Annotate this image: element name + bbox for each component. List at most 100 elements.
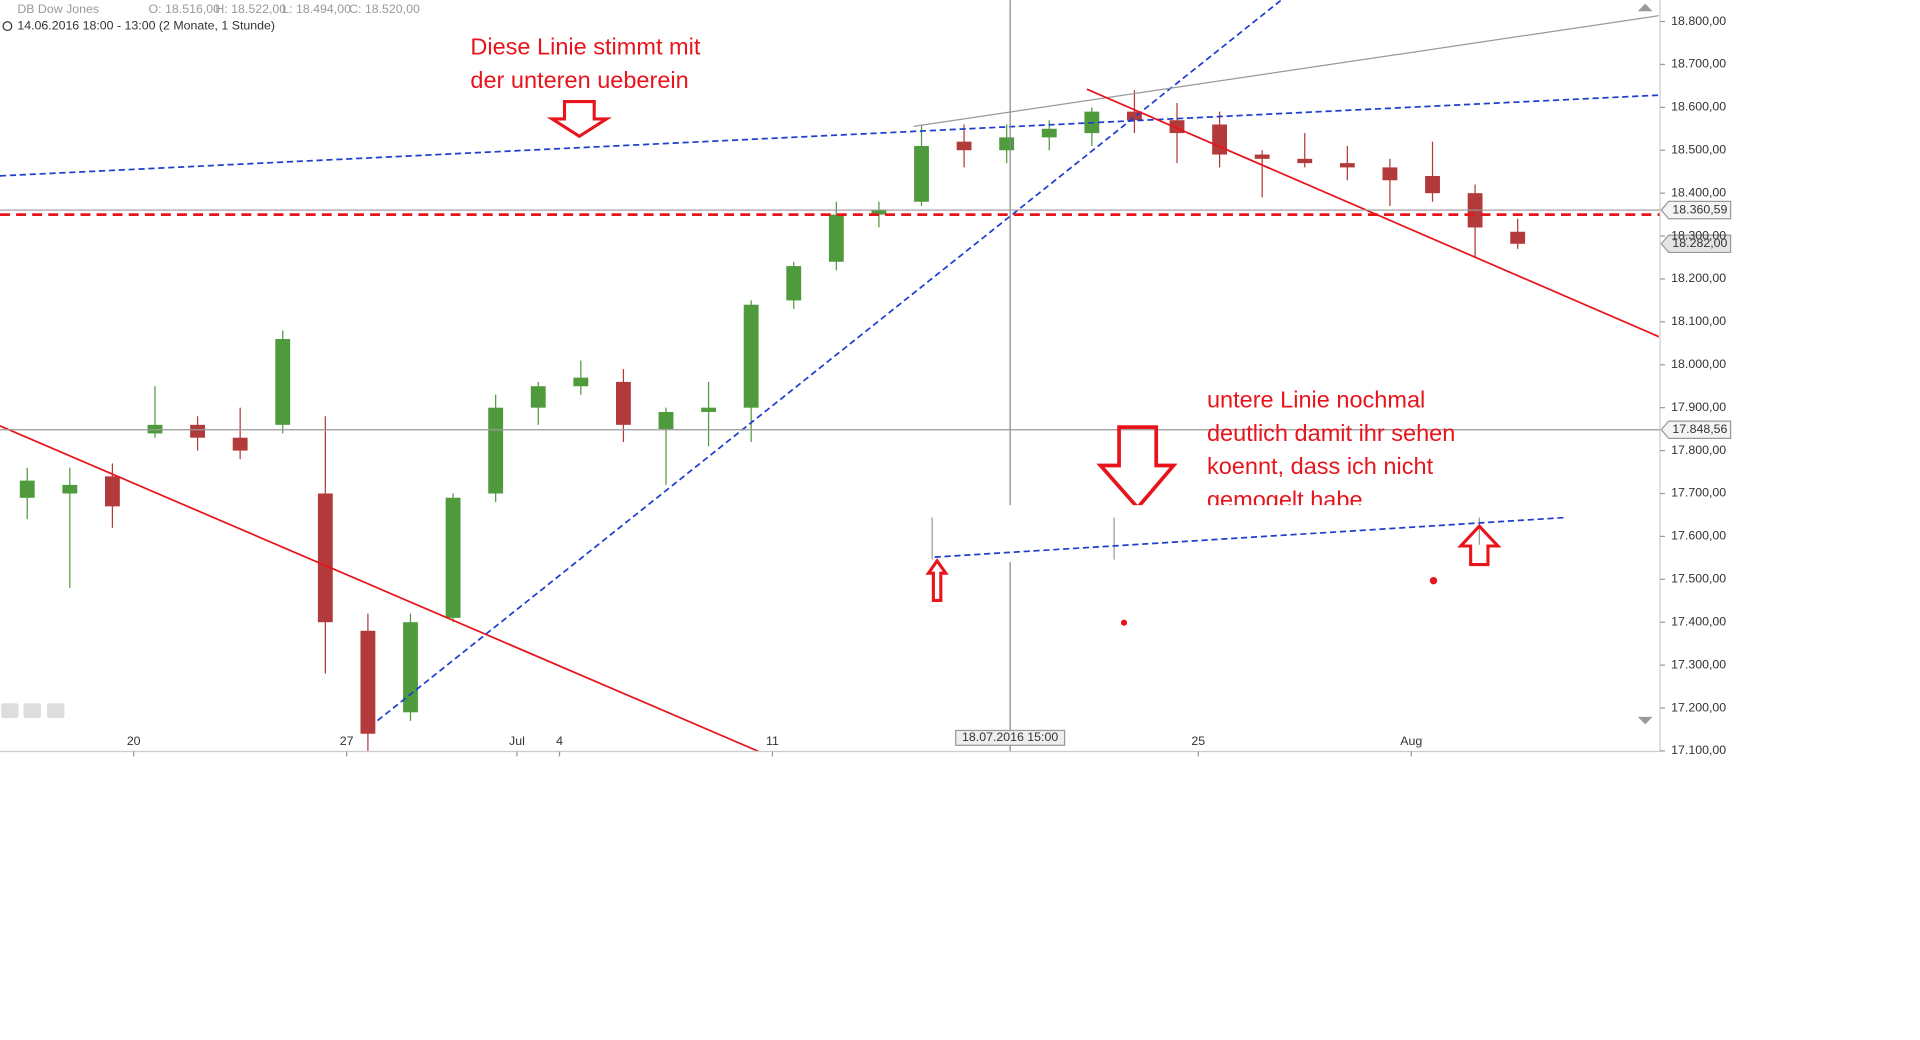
inset-line bbox=[934, 516, 1567, 559]
y-tick-label: 17.200,00 bbox=[1671, 700, 1726, 714]
y-tick-label: 18.800,00 bbox=[1671, 14, 1726, 28]
x-tick-label: 27 bbox=[340, 734, 354, 748]
candle-body bbox=[828, 214, 844, 262]
y-tick-label: 18.100,00 bbox=[1671, 314, 1726, 328]
zoom-button[interactable] bbox=[23, 703, 41, 719]
candles bbox=[19, 90, 1526, 752]
candle-body bbox=[1297, 158, 1313, 164]
price-label: 17.848,56 bbox=[1672, 422, 1727, 436]
y-tick-label: 17.700,00 bbox=[1671, 486, 1726, 500]
y-tick-label: 18.200,00 bbox=[1671, 271, 1726, 285]
inset bbox=[922, 505, 1569, 626]
zoom-button[interactable] bbox=[1, 703, 19, 719]
y-tick-label: 18.700,00 bbox=[1671, 57, 1726, 71]
candle-body bbox=[1212, 124, 1228, 155]
candle-body bbox=[488, 407, 504, 494]
candle-body bbox=[615, 381, 631, 425]
candle-body bbox=[956, 141, 972, 151]
crosshair-box bbox=[955, 729, 1066, 746]
candle-body bbox=[743, 304, 759, 408]
title: DB Dow Jones bbox=[17, 2, 99, 16]
candle-body bbox=[1510, 231, 1526, 244]
candle-body bbox=[1041, 128, 1057, 138]
trendline bbox=[1086, 88, 1659, 338]
quote: O: 18.516,00 bbox=[149, 2, 221, 16]
candle-body bbox=[1382, 167, 1398, 181]
x-tick-label: 20 bbox=[127, 734, 141, 748]
header: DB Dow Jones 14.06.2016 18:00 - 13:00 (2… bbox=[2, 2, 420, 32]
y-tick-label: 17.800,00 bbox=[1671, 443, 1726, 457]
y-tick-label: 18.400,00 bbox=[1671, 185, 1726, 199]
arrow bbox=[546, 100, 612, 139]
candle-body bbox=[1254, 154, 1270, 159]
candle-body bbox=[104, 476, 120, 507]
trendline bbox=[0, 94, 1659, 177]
candle-body bbox=[62, 484, 78, 494]
annotation: untere Linie nochmal bbox=[1207, 386, 1425, 412]
y-tick-label: 17.600,00 bbox=[1671, 529, 1726, 543]
x-tick-label: Aug bbox=[1400, 734, 1422, 748]
candle-body bbox=[1126, 111, 1142, 121]
arrow bbox=[1096, 425, 1178, 511]
dot bbox=[1429, 576, 1438, 585]
zoom-button[interactable] bbox=[47, 703, 65, 719]
trendline bbox=[377, 0, 1282, 722]
candle-body bbox=[19, 480, 35, 498]
candle-body bbox=[360, 630, 376, 734]
axes: 17.100,00 17.200,00 17.300,00 17.400,00 17.5… bbox=[0, 0, 1726, 757]
y-tick-label: 17.100,00 bbox=[1671, 743, 1726, 757]
price-label: 18.282,00 bbox=[1672, 236, 1727, 250]
x-tick-label: 25 bbox=[1191, 734, 1205, 748]
arrow bbox=[1457, 523, 1502, 567]
quote: L: 18.494,00 bbox=[282, 2, 351, 16]
candle-body bbox=[275, 339, 291, 425]
price-box bbox=[1660, 200, 1732, 220]
arrow bbox=[925, 558, 949, 603]
y-tick-label: 18.600,00 bbox=[1671, 100, 1726, 114]
price-box bbox=[1660, 420, 1732, 440]
candle-body bbox=[190, 424, 205, 438]
candle-body bbox=[232, 437, 248, 451]
crosshair-text: 18.07.2016 15:00 bbox=[962, 730, 1058, 744]
annotation: deutlich damit ihr sehen bbox=[1207, 420, 1455, 446]
y-tick-label: 17.400,00 bbox=[1671, 614, 1726, 628]
candle-body bbox=[999, 137, 1015, 151]
price-box bbox=[1660, 234, 1732, 254]
candle-body bbox=[871, 210, 887, 215]
annotation: der unteren ueberein bbox=[470, 67, 688, 93]
dot bbox=[1120, 619, 1128, 626]
inset-bg bbox=[922, 505, 1569, 563]
candle-body bbox=[573, 377, 589, 387]
y-tick-label: 18.500,00 bbox=[1671, 143, 1726, 157]
candle-body bbox=[1425, 175, 1440, 194]
quote: C: 18.520,00 bbox=[349, 2, 420, 16]
x-tick-label: Jul bbox=[509, 734, 525, 748]
candle-body bbox=[658, 411, 674, 430]
clock-icon bbox=[2, 21, 13, 32]
y-tick-label: 18.300,00 bbox=[1671, 228, 1726, 242]
quote: H: 18.522,00 bbox=[215, 2, 286, 16]
scroll-up[interactable] bbox=[1637, 3, 1653, 12]
price-label: 18.360,59 bbox=[1672, 202, 1727, 216]
trendline bbox=[913, 15, 1659, 127]
x-tick-label: 11 bbox=[766, 734, 779, 748]
subtitle: 14.06.2016 18:00 - 13:00 (2 Monate, 1 St… bbox=[17, 18, 275, 32]
candle-body bbox=[914, 145, 929, 202]
drawings bbox=[0, 0, 1659, 752]
candle-body bbox=[701, 407, 717, 412]
candle-body bbox=[317, 493, 333, 623]
candle-body bbox=[403, 622, 418, 713]
scroll-down[interactable] bbox=[1637, 716, 1653, 725]
annotation: Diese Linie stimmt mit bbox=[470, 34, 700, 60]
y-tick-label: 17.900,00 bbox=[1671, 400, 1726, 414]
crosshair-label: 18.07.2016 15:00 bbox=[955, 729, 1066, 746]
candle-body bbox=[1339, 163, 1355, 168]
candle-body bbox=[786, 266, 802, 301]
y-tick-label: 17.300,00 bbox=[1671, 657, 1726, 671]
y-tick-label: 17.500,00 bbox=[1671, 572, 1726, 586]
annotations: Diese Linie stimmt mit der unteren ueber… bbox=[470, 34, 1455, 513]
trendline bbox=[0, 425, 760, 752]
y-tick-label: 18.000,00 bbox=[1671, 357, 1726, 371]
levels: 18.360,59 17.848,56 18.282,00 bbox=[0, 200, 1732, 440]
